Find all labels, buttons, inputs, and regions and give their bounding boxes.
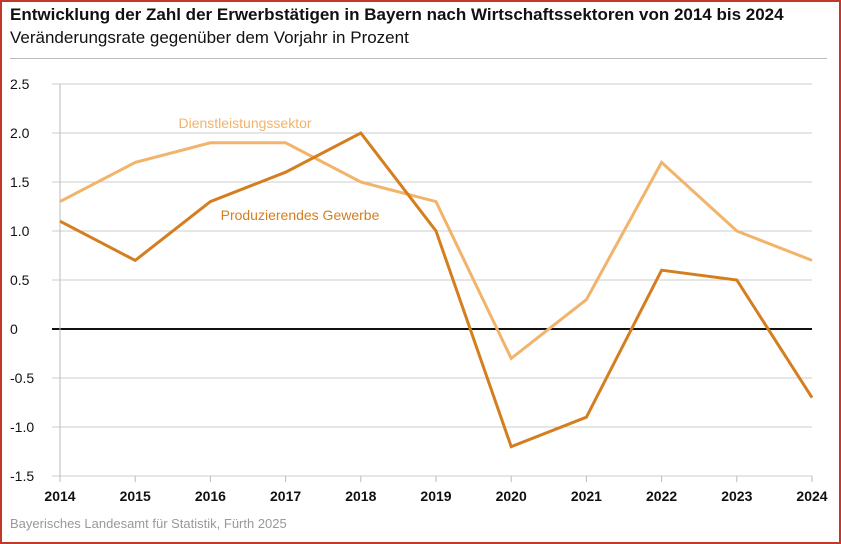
y-tick-label: -0.5	[10, 370, 34, 386]
series-line-produzierend	[59, 131, 814, 449]
series-label: Dienstleistungssektor	[178, 115, 311, 131]
x-tick-label: 2016	[195, 488, 226, 504]
y-tick-label: -1.0	[10, 419, 34, 435]
y-tick-label: -1.5	[10, 468, 34, 484]
y-tick-label: 0.5	[10, 272, 30, 288]
chart-title: Entwicklung der Zahl der Erwerbstätigen …	[10, 5, 784, 24]
x-tick-label: 2014	[44, 488, 75, 504]
y-tick-label: 1.5	[10, 174, 30, 190]
series-label: Produzierendes Gewerbe	[221, 207, 380, 223]
x-tick-label: 2017	[270, 488, 301, 504]
chart-subtitle: Veränderungsrate gegenüber dem Vorjahr i…	[10, 28, 409, 47]
x-tick-label: 2018	[345, 488, 376, 504]
y-tick-label: 2.0	[10, 125, 30, 141]
source-note: Bayerisches Landesamt für Statistik, Für…	[10, 516, 287, 531]
x-tick-label: 2020	[496, 488, 527, 504]
header-divider	[10, 58, 827, 59]
x-tick-label: 2019	[420, 488, 451, 504]
x-tick-label: 2023	[721, 488, 752, 504]
series-line-dienstleistung	[59, 141, 813, 361]
x-tick-label: 2021	[571, 488, 602, 504]
x-tick-label: 2024	[796, 488, 827, 504]
y-tick-label: 0	[10, 321, 18, 337]
x-tick-label: 2022	[646, 488, 677, 504]
y-tick-label: 1.0	[10, 223, 30, 239]
x-tick-label: 2015	[120, 488, 151, 504]
y-tick-label: 2.5	[10, 76, 30, 92]
